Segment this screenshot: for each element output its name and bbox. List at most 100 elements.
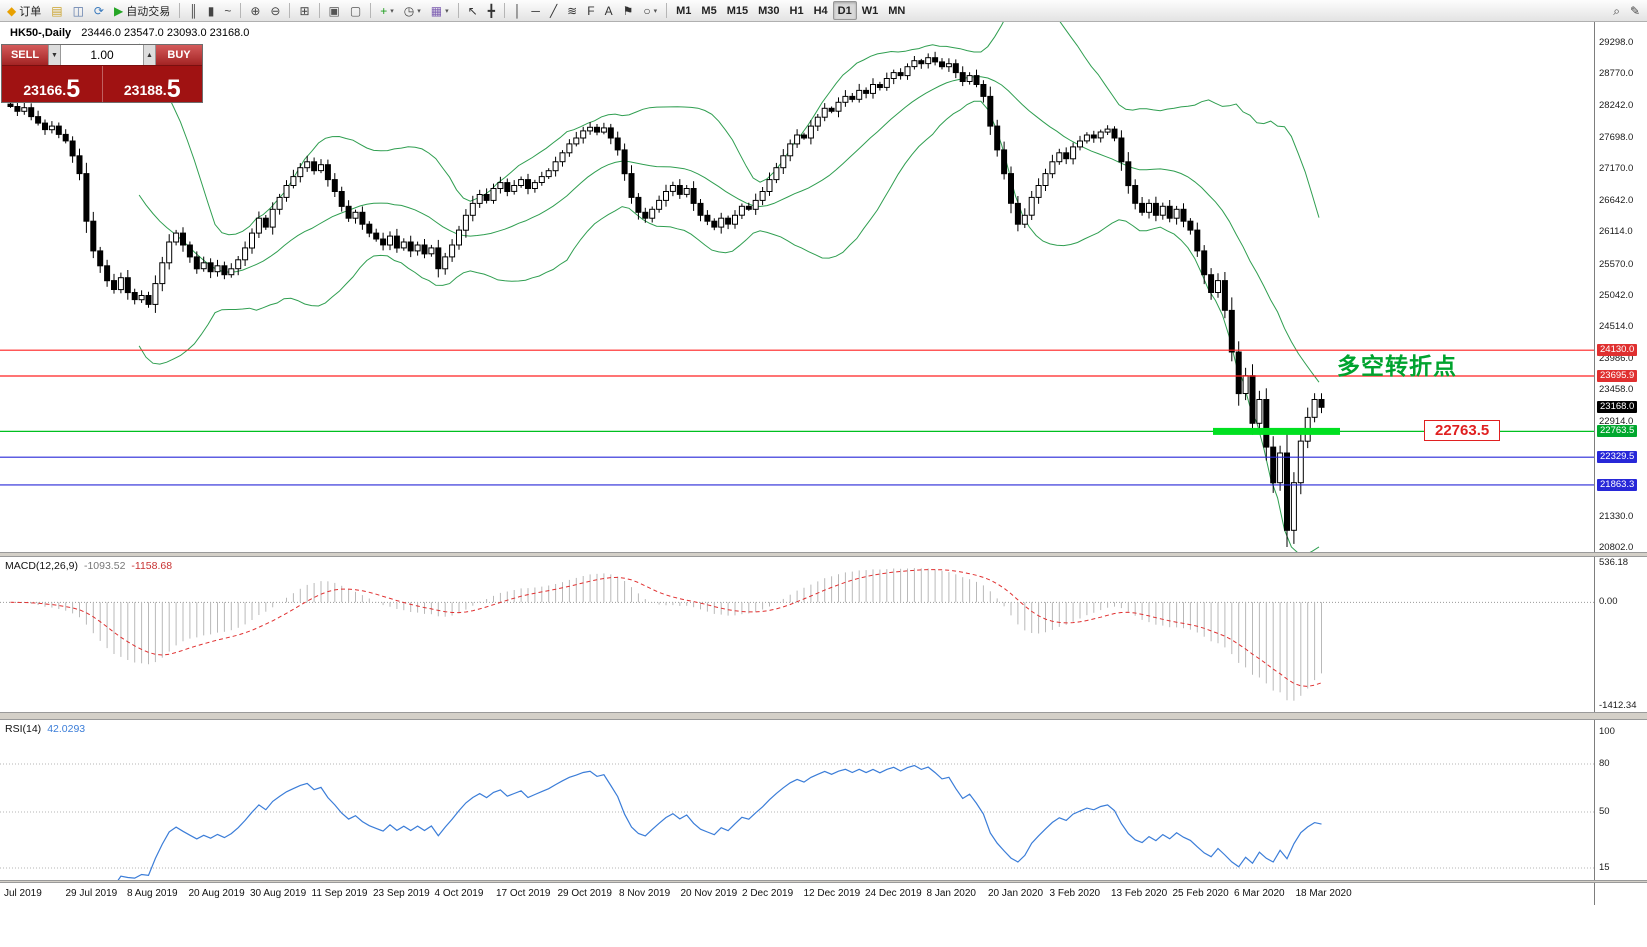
price-axis-label: 29298.0	[1599, 37, 1634, 48]
panel-divider[interactable]	[0, 552, 1647, 557]
price-chart-canvas[interactable]	[0, 22, 1595, 552]
fibonacci-button[interactable]: F	[582, 1, 599, 20]
chart-list-icon-icon: ▤	[51, 3, 63, 18]
profiles-icon[interactable]: ◫	[68, 1, 89, 20]
templates-button[interactable]: ▦ ▾	[426, 1, 454, 20]
buy-button[interactable]: BUY	[156, 45, 202, 65]
zoom-out-button-icon: ⊖	[270, 3, 281, 18]
price-axis-label: 23458.0	[1599, 384, 1634, 396]
crosshair-button[interactable]: ╋	[483, 1, 500, 20]
profiles-icon-icon: ◫	[72, 3, 84, 18]
horizontal-line-button[interactable]: ─	[526, 1, 545, 20]
date-axis-label: 8 Aug 2019	[127, 888, 178, 899]
timeframe-mn[interactable]: MN	[883, 1, 910, 20]
label-button[interactable]: ⚑	[618, 1, 639, 20]
indicators-button-dropdown-icon[interactable]: ▾	[390, 7, 394, 15]
indicators-button[interactable]: + ▾	[375, 1, 399, 20]
rsi-axis[interactable]: 100 80 50 15	[1596, 720, 1647, 880]
cursor-button[interactable]: ↖	[463, 1, 483, 20]
macd-header: MACD(12,26,9) -1093.52 -1158.68	[5, 560, 172, 572]
auto-scroll-button-icon: ▢	[349, 3, 362, 18]
timeframe-d1[interactable]: D1	[832, 1, 857, 20]
date-axis-label: 3 Feb 2020	[1049, 888, 1101, 899]
price-level-badge: 23695.9	[1597, 369, 1638, 382]
new-order-button-icon: ◆	[7, 3, 17, 18]
timeframe-m5[interactable]: M5	[696, 1, 721, 20]
timeframe-m5-label: M5	[701, 4, 717, 17]
auto-scroll-button[interactable]: ▢	[345, 1, 366, 20]
macd-canvas[interactable]	[0, 557, 1595, 712]
volume-decrease-button[interactable]: ▼	[48, 45, 61, 65]
chart-annotation-text: 多空转折点	[1337, 353, 1457, 379]
chat-button[interactable]: ✎	[1625, 1, 1645, 20]
toolbar-right-group: ⌕ ✎	[1608, 1, 1645, 20]
channel-button[interactable]: ≋	[562, 1, 582, 20]
date-axis-label: 20 Nov 2019	[680, 888, 738, 899]
date-axis-label: 8 Nov 2019	[619, 888, 671, 899]
text-button[interactable]: A	[600, 1, 618, 20]
date-axis-label: 23 Sep 2019	[373, 888, 430, 899]
line-chart-button[interactable]: ~	[219, 1, 236, 20]
time-axis[interactable]: Jul 2019 29 Jul 2019 8 Aug 2019 20 Aug 2019…	[0, 883, 1595, 905]
date-axis-label: 30 Aug 2019	[250, 888, 307, 899]
line-chart-button-icon: ~	[224, 3, 232, 18]
autotrading-button[interactable]: ▶ 自动交易	[109, 1, 175, 20]
timeframe-w1[interactable]: W1	[857, 1, 884, 20]
buy-price-big: 5	[166, 74, 181, 103]
label-button-icon: ⚑	[622, 3, 634, 18]
timeframe-h1[interactable]: H1	[785, 1, 809, 20]
date-axis-label: 13 Feb 2020	[1111, 888, 1168, 899]
buy-price-display[interactable]: 23188. 5	[102, 66, 202, 103]
bar-chart-button-icon: ║	[189, 3, 198, 18]
shapes-button-dropdown-icon[interactable]: ▾	[653, 7, 658, 15]
search-button[interactable]: ⌕	[1608, 1, 1625, 20]
trade-panel-controls: SELL ▼ ▲ BUY	[2, 45, 202, 66]
date-axis-label: 20 Jan 2020	[988, 888, 1044, 899]
panel-divider[interactable]	[0, 712, 1647, 720]
periods-button[interactable]: ◷ ▾	[399, 1, 426, 20]
zoom-in-button[interactable]: ⊕	[245, 1, 265, 20]
volume-increase-button[interactable]: ▲	[143, 45, 156, 65]
price-axis[interactable]: 29298.0 28770.0 28242.0 27698.0 27170.0 26642…	[1596, 22, 1647, 553]
timeframe-w1-label: W1	[861, 4, 879, 17]
price-axis-label: 28770.0	[1599, 68, 1634, 80]
refresh-icon[interactable]: ⟳	[89, 1, 109, 20]
new-order-button[interactable]: ◆ 订单	[2, 1, 46, 20]
chart-list-icon[interactable]: ▤	[46, 1, 67, 20]
sell-price-display[interactable]: 23166. 5	[2, 66, 103, 102]
macd-axis[interactable]: 536.18 0.00 -1412.34	[1596, 557, 1647, 712]
autotrading-button-icon: ▶	[113, 3, 124, 18]
date-axis-label: 2 Dec 2019	[742, 888, 794, 899]
rsi-canvas[interactable]	[0, 720, 1595, 880]
panel-divider[interactable]	[0, 880, 1647, 883]
price-axis-label: 23986.0	[1599, 352, 1634, 364]
timeframe-h4[interactable]: H4	[809, 1, 833, 20]
date-axis-label: 8 Jan 2020	[926, 888, 977, 899]
price-callout-label: 22763.5	[1424, 420, 1501, 441]
periods-button-dropdown-icon[interactable]: ▾	[417, 7, 421, 15]
chat-button-icon: ✎	[1629, 3, 1640, 18]
timeframe-m15[interactable]: M15	[722, 1, 753, 20]
vertical-line-button[interactable]: │	[509, 1, 527, 20]
chart-shift-button[interactable]: ▣	[324, 1, 345, 20]
price-axis-label: 25570.0	[1599, 258, 1634, 270]
date-axis-label: 29 Jul 2019	[65, 888, 118, 899]
toolbar-separator	[370, 3, 372, 18]
vertical-line-button-icon: │	[513, 3, 522, 18]
shapes-button[interactable]: ○ ▾	[638, 1, 662, 20]
timeframe-m30[interactable]: M30	[753, 1, 784, 20]
rsi-axis-label: 50	[1599, 806, 1610, 817]
templates-button-dropdown-icon[interactable]: ▾	[445, 7, 449, 15]
symbol-label: HK50-,Daily	[10, 27, 72, 39]
timeframe-m1[interactable]: M1	[671, 1, 696, 20]
volume-input[interactable]	[61, 45, 143, 65]
macd-panel: 536.18 0.00 -1412.34 MACD(12,26,9) -1093.5…	[0, 557, 1647, 712]
sell-price-big: 5	[66, 74, 81, 103]
sell-button[interactable]: SELL	[2, 45, 48, 65]
candlestick-chart-button[interactable]: ▮	[203, 1, 220, 20]
tile-windows-button[interactable]: ⊞	[294, 1, 314, 20]
trendline-button[interactable]: ╱	[545, 1, 562, 20]
zoom-out-button[interactable]: ⊖	[265, 1, 285, 20]
indicators-button-icon: +	[380, 3, 388, 18]
bar-chart-button[interactable]: ║	[184, 1, 203, 20]
